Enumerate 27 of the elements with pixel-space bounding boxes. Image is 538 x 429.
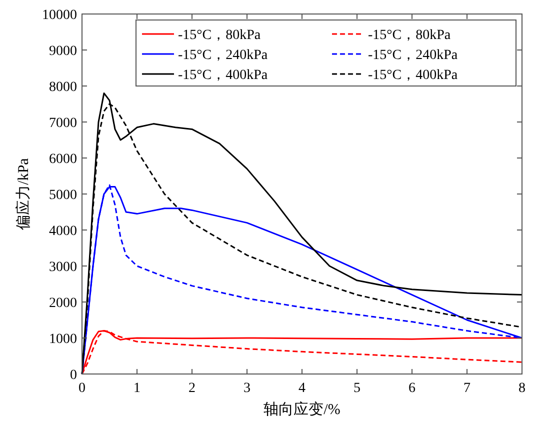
x-tick-label: 6 [408, 381, 416, 396]
legend-label: -15°C，400kPa [368, 68, 458, 83]
x-tick-label: 5 [354, 381, 360, 396]
y-tick-label: 7000 [49, 116, 77, 131]
legend-label: -15°C，80kPa [368, 28, 452, 43]
legend-label: -15°C，240kPa [368, 48, 458, 63]
x-tick-label: 2 [188, 381, 196, 396]
y-tick-label: 3000 [49, 260, 77, 275]
y-tick-label: 0 [70, 368, 77, 383]
x-tick-label: 4 [298, 381, 306, 396]
y-tick-label: 4000 [49, 224, 77, 239]
y-tick-label: 5000 [49, 188, 77, 203]
legend-label: -15°C，240kPa [178, 48, 268, 63]
y-axis-title: 偏应力/kPa [15, 158, 32, 230]
legend-label: -15°C，400kPa [178, 68, 268, 83]
x-tick-label: 1 [134, 381, 140, 396]
y-tick-label: 6000 [49, 152, 77, 167]
y-tick-label: 9000 [49, 44, 77, 59]
y-tick-label: 2000 [49, 296, 77, 311]
x-axis-title: 轴向应变/% [264, 401, 340, 418]
legend-label: -15°C，80kPa [178, 28, 262, 43]
y-tick-label: 8000 [49, 80, 77, 95]
y-tick-label: 10000 [42, 8, 77, 23]
x-tick-label: 7 [464, 381, 470, 396]
y-tick-label: 1000 [49, 332, 77, 347]
x-tick-label: 8 [518, 381, 526, 396]
x-tick-label: 3 [244, 381, 250, 396]
